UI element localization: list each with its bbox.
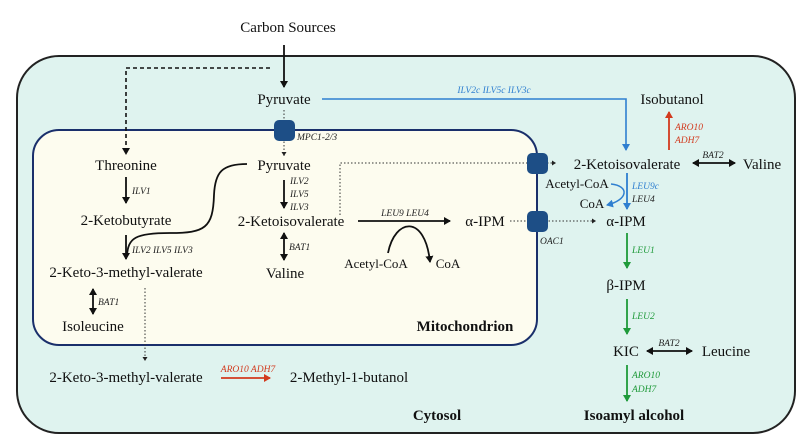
enzyme-bat1-left: BAT1 [98,298,119,308]
isobutanol: Isobutanol [640,92,703,108]
2-methyl-1-butanol: 2-Methyl-1-butanol [290,370,408,386]
oac1-transporter [527,211,548,232]
pyruvate-mitochondrion: Pyruvate [257,158,311,174]
enzyme-aro10-isoamyl: ARO10 [631,371,660,381]
enzyme-ilv2: ILV2 [289,177,309,187]
enzyme-bat2-leucine: BAT2 [658,339,680,349]
enzyme-aro10-isobutanol: ARO10 [674,123,703,133]
enzyme-leu9c: LEU9c [631,182,660,192]
acetyl-coa-mitochondrion: Acetyl-CoA [344,256,408,271]
coa-mitochondrion: CoA [436,256,461,271]
alpha-ipm-cytosol: α-IPM [606,214,646,230]
coa-cytosol: CoA [580,196,605,211]
beta-ipm: β-IPM [606,278,645,294]
enzyme-leu4: LEU4 [631,195,655,205]
kmv-mitochondrion: 2-Keto-3-methyl-valerate [49,265,203,281]
enzyme-ilv253-left: ILV2 ILV5 ILV3 [131,246,193,256]
kic: KIC [613,344,639,360]
kmv-cytosol: 2-Keto-3-methyl-valerate [49,370,203,386]
kiv-mitochondrion: 2-Ketoisovalerate [238,214,345,230]
carbon-sources: Carbon Sources [240,20,336,36]
enzyme-ilv5: ILV5 [289,190,309,200]
enzyme-bat1-mid: BAT1 [289,243,310,253]
alpha-ipm-mitochondrion: α-IPM [465,214,505,230]
enzyme-oac1: OAC1 [540,237,564,247]
enzyme-leu9-leu4: LEU9 LEU4 [380,209,429,219]
2-ketobutyrate: 2-Ketobutyrate [81,213,172,229]
mitochondrion-label: Mitochondrion [417,319,514,335]
reaction-arrows [89,45,736,402]
enzyme-mpc: MPC1-2/3 [296,133,337,143]
enzyme-ilv1: ILV1 [131,187,151,197]
valine-cytosol: Valine [743,157,782,173]
kiv-cytosol: 2-Ketoisovalerate [574,157,681,173]
enzyme-leu1: LEU1 [631,246,655,256]
enzyme-ilv3: ILV3 [289,203,309,213]
kiv-transporter [527,153,548,174]
threonine: Threonine [95,158,157,174]
valine-mitochondrion: Valine [266,266,305,282]
enzyme-adh7-isobutanol: ADH7 [674,136,701,146]
enzyme-adh7-isoamyl: ADH7 [631,385,658,395]
leucine: Leucine [702,344,751,360]
enzyme-ilv-cytosolic: ILV2c ILV5c ILV3c [456,86,531,96]
pyruvate-cytosol: Pyruvate [257,92,311,108]
cytosol-label: Cytosol [413,408,461,424]
enzyme-bat2-valine: BAT2 [702,151,724,161]
enzyme-aro10-adh7-methylbutanol: ARO10 ADH7 [220,365,277,375]
enzyme-leu2: LEU2 [631,312,655,322]
isoamyl-alcohol: Isoamyl alcohol [584,408,684,424]
acetyl-coa-cytosol: Acetyl-CoA [545,176,609,191]
mpc-transporter [274,120,295,141]
isoleucine: Isoleucine [62,319,124,335]
